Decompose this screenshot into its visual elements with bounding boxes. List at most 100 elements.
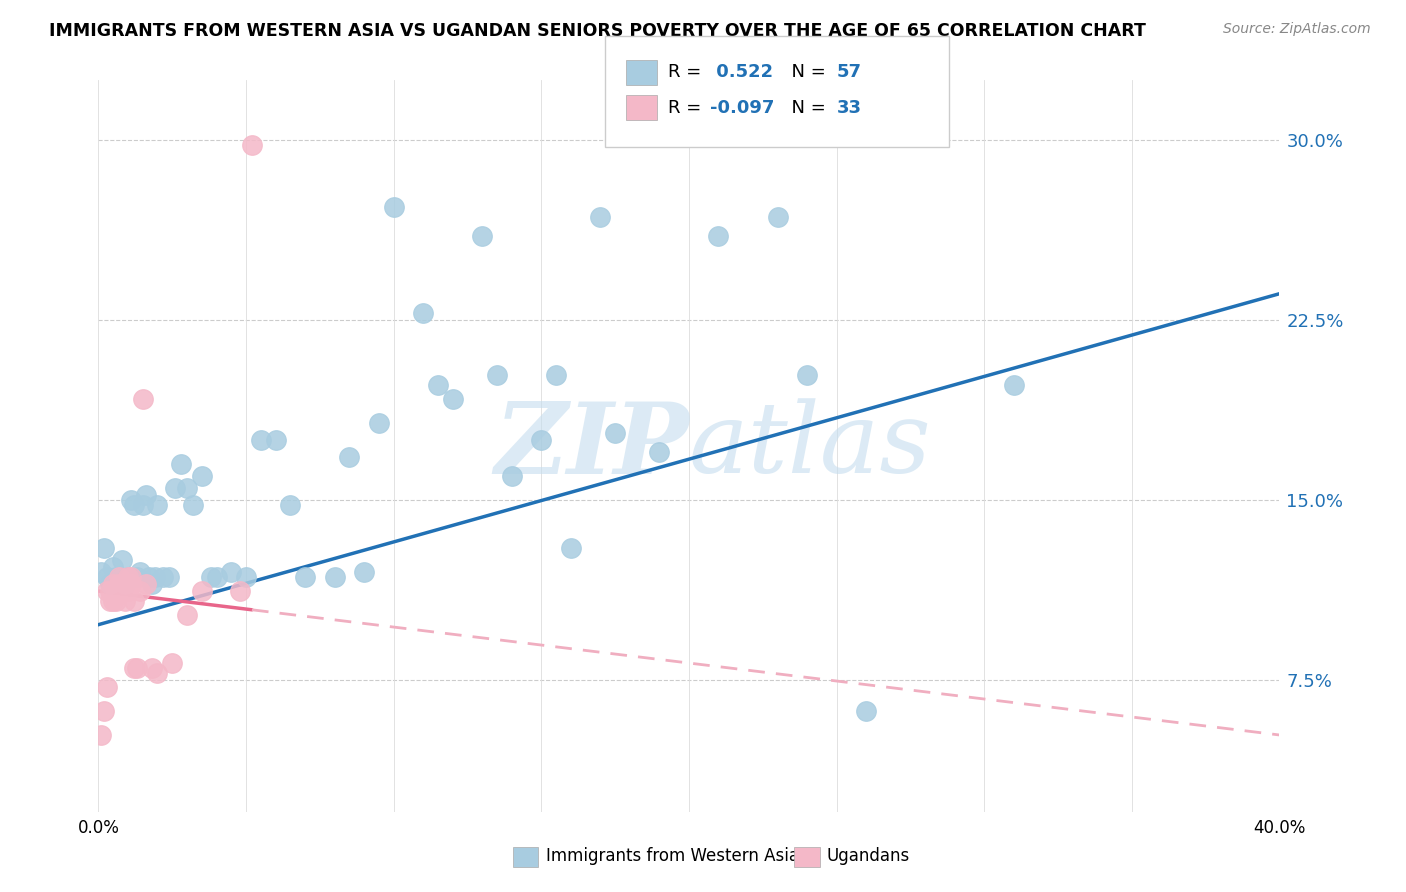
Text: N =: N =	[780, 63, 832, 81]
Point	[323, 570, 346, 584]
Point	[132, 392, 155, 407]
Point	[114, 584, 136, 599]
Point	[132, 498, 155, 512]
Point	[486, 368, 509, 383]
Point	[471, 229, 494, 244]
Point	[1002, 377, 1025, 392]
Point	[382, 200, 405, 214]
Point	[165, 481, 187, 495]
Point	[181, 498, 204, 512]
Point	[855, 704, 877, 718]
Point	[427, 377, 450, 392]
Point	[105, 570, 128, 584]
Text: IMMIGRANTS FROM WESTERN ASIA VS UGANDAN SENIORS POVERTY OVER THE AGE OF 65 CORRE: IMMIGRANTS FROM WESTERN ASIA VS UGANDAN …	[49, 22, 1146, 40]
Text: 33: 33	[837, 99, 862, 117]
Text: -0.097: -0.097	[710, 99, 775, 117]
Point	[135, 577, 157, 591]
Point	[191, 469, 214, 483]
Point	[205, 570, 228, 584]
Point	[120, 577, 142, 591]
Point	[235, 570, 257, 584]
Point	[125, 661, 148, 675]
Point	[90, 565, 112, 579]
Text: ZIP: ZIP	[494, 398, 689, 494]
Point	[117, 584, 139, 599]
Point	[546, 368, 568, 383]
Point	[128, 584, 150, 599]
Point	[339, 450, 361, 464]
Point	[108, 570, 131, 584]
Point	[120, 492, 142, 507]
Text: atlas: atlas	[689, 399, 932, 493]
Point	[250, 433, 273, 447]
Point	[111, 577, 134, 591]
Point	[191, 584, 214, 599]
Point	[412, 306, 434, 320]
Point	[111, 584, 134, 599]
Point	[98, 577, 121, 591]
Point	[530, 433, 553, 447]
Point	[96, 584, 118, 599]
Point	[122, 593, 145, 607]
Point	[90, 728, 112, 742]
Point	[294, 570, 316, 584]
Point	[141, 577, 163, 591]
Point	[128, 565, 150, 579]
Point	[152, 570, 174, 584]
Point	[170, 457, 193, 471]
Point	[111, 553, 134, 567]
Point	[280, 498, 302, 512]
Point	[796, 368, 818, 383]
Point	[368, 416, 391, 430]
Point	[176, 608, 198, 623]
Point	[766, 210, 789, 224]
Text: 0.522: 0.522	[710, 63, 773, 81]
Point	[96, 680, 118, 694]
Point	[96, 570, 118, 584]
Point	[117, 577, 139, 591]
Point	[240, 138, 263, 153]
Point	[441, 392, 464, 407]
Point	[146, 498, 169, 512]
Point	[138, 570, 160, 584]
Point	[135, 488, 157, 502]
Point	[501, 469, 523, 483]
Point	[143, 570, 166, 584]
Point	[93, 541, 115, 555]
Point	[221, 565, 243, 579]
Point	[103, 577, 125, 591]
Point	[589, 210, 612, 224]
Point	[117, 570, 139, 584]
Point	[707, 229, 730, 244]
Point	[114, 577, 136, 591]
Point	[648, 445, 671, 459]
Point	[157, 570, 180, 584]
Point	[122, 498, 145, 512]
Text: Ugandans: Ugandans	[827, 847, 910, 865]
Point	[176, 481, 198, 495]
Text: R =: R =	[668, 99, 707, 117]
Point	[200, 570, 222, 584]
Point	[103, 593, 125, 607]
Point	[125, 570, 148, 584]
Point	[114, 593, 136, 607]
Text: R =: R =	[668, 63, 707, 81]
Point	[122, 661, 145, 675]
Point	[141, 661, 163, 675]
Point	[108, 570, 131, 584]
Point	[108, 577, 131, 591]
Point	[605, 425, 627, 440]
Text: Source: ZipAtlas.com: Source: ZipAtlas.com	[1223, 22, 1371, 37]
Text: 57: 57	[837, 63, 862, 81]
Point	[229, 584, 252, 599]
Point	[98, 584, 121, 599]
Point	[264, 433, 287, 447]
Point	[560, 541, 582, 555]
Point	[146, 665, 169, 680]
Text: N =: N =	[780, 99, 832, 117]
Point	[120, 570, 142, 584]
Point	[162, 656, 183, 670]
Text: Immigrants from Western Asia: Immigrants from Western Asia	[546, 847, 799, 865]
Point	[105, 593, 128, 607]
Point	[117, 570, 139, 584]
